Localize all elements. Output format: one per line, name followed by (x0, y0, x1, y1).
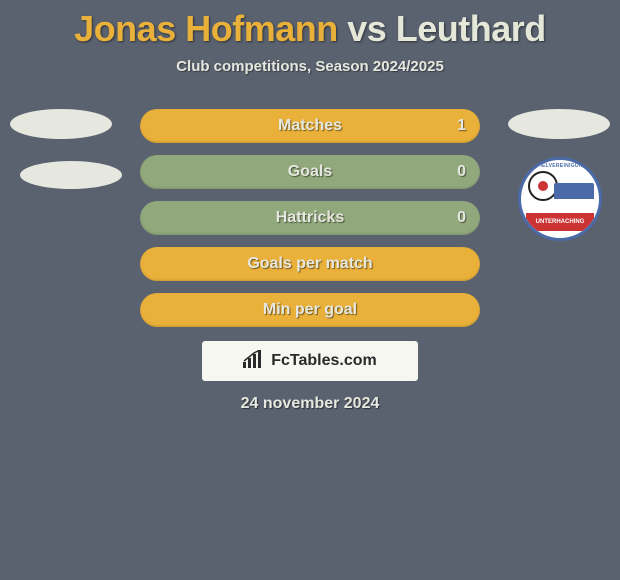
stat-rows: Matches 1 Goals 0 Hattricks 0 Goals per match M… (140, 109, 480, 327)
vs-separator: vs (347, 8, 386, 49)
stat-row: Hattricks 0 (140, 201, 480, 235)
stat-row: Goals per match (140, 247, 480, 281)
stat-row: Min per goal (140, 293, 480, 327)
comparison-panel: Jonas Hofmann vs Leuthard Club competiti… (0, 0, 620, 413)
stats-area: SPIELVEREINIGUNG UNTERHACHING Matches 1 Go… (0, 109, 620, 413)
player2-sponsor-badge (508, 109, 610, 139)
stat-value-right: 0 (457, 163, 466, 181)
player1-sponsor-badge-2 (20, 161, 122, 189)
club-logo-inner: SPIELVEREINIGUNG UNTERHACHING (526, 165, 593, 232)
stat-row: Matches 1 (140, 109, 480, 143)
date-stamp: 24 november 2024 (0, 395, 620, 413)
subtitle: Club competitions, Season 2024/2025 (0, 58, 620, 75)
player2-club-logo: SPIELVEREINIGUNG UNTERHACHING (518, 157, 602, 241)
stat-label: Goals per match (247, 255, 372, 273)
stat-label: Matches (278, 117, 342, 135)
player1-name: Jonas Hofmann (74, 8, 338, 49)
fctables-watermark[interactable]: FcTables.com (202, 341, 418, 381)
stat-value-right: 1 (457, 117, 466, 135)
stat-label: Hattricks (276, 209, 344, 227)
page-title: Jonas Hofmann vs Leuthard (0, 8, 620, 50)
club-logo-top-text: SPIELVEREINIGUNG (526, 163, 593, 169)
bar-chart-icon (243, 350, 265, 373)
stat-label: Min per goal (263, 301, 357, 319)
fctables-label: FcTables.com (271, 352, 377, 370)
stat-label: Goals (288, 163, 332, 181)
stat-row: Goals 0 (140, 155, 480, 189)
player2-name: Leuthard (396, 8, 546, 49)
stat-value-right: 0 (457, 209, 466, 227)
train-icon (554, 183, 594, 199)
club-logo-bottom-text: UNTERHACHING (526, 213, 593, 231)
player1-sponsor-badge (10, 109, 112, 139)
